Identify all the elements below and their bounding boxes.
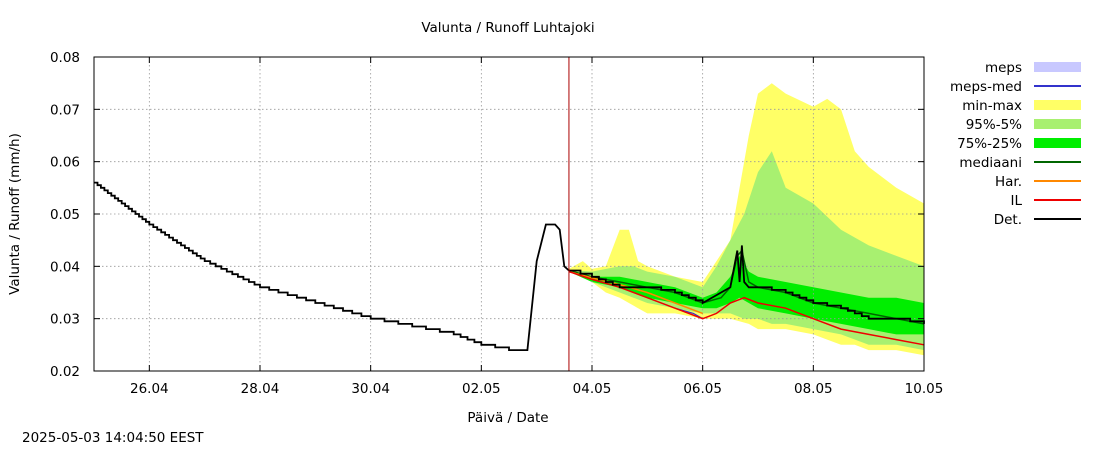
legend-label: Har. [995, 174, 1022, 190]
legend-item-det-: Det. [994, 212, 1081, 228]
series-har- [568, 270, 703, 315]
x-axis-label: Päivä / Date [467, 410, 548, 426]
x-tick-label: 06.05 [683, 381, 722, 397]
legend-swatch [1034, 119, 1081, 129]
legend-swatch [1034, 138, 1081, 148]
legend-label: 95%-5% [966, 117, 1022, 133]
x-tick-label: 30.04 [351, 381, 390, 397]
legend-label: meps [985, 60, 1022, 76]
y-tick-label: 0.05 [50, 207, 80, 223]
band-75-25- [568, 255, 924, 335]
legend-item-95-5-: 95%-5% [966, 117, 1081, 133]
legend-label: 75%-25% [957, 136, 1022, 152]
generated-timestamp: 2025-05-03 14:04:50 EEST [22, 430, 204, 446]
x-tick-label: 26.04 [130, 381, 169, 397]
legend-label: meps-med [950, 79, 1022, 95]
x-tick-label: 10.05 [905, 381, 944, 397]
chart-title: Valunta / Runoff Luhtajoki [421, 20, 594, 36]
legend-swatch [1034, 100, 1081, 110]
legend: meps meps-med min-max 95%-5% 75%-25% mediaani… [950, 60, 1081, 228]
y-tick-label: 0.06 [50, 155, 80, 171]
legend-label: IL [1010, 193, 1022, 209]
y-axis-label: Valunta / Runoff (mm/h) [7, 133, 23, 295]
x-tick-label: 02.05 [462, 381, 501, 397]
series-il [568, 270, 925, 346]
y-tick-label: 0.07 [50, 102, 80, 118]
y-tick-label: 0.02 [50, 364, 80, 380]
legend-label: min-max [962, 98, 1022, 114]
legend-swatch [1034, 62, 1081, 72]
y-tick-label: 0.03 [50, 312, 80, 328]
legend-item-il: IL [1010, 193, 1081, 209]
y-tick-label: 0.08 [50, 50, 80, 66]
plot-area [93, 56, 925, 372]
series-det- [94, 181, 925, 352]
legend-label: mediaani [959, 155, 1022, 171]
legend-item-meps-med: meps-med [950, 79, 1081, 95]
legend-item-har-: Har. [995, 174, 1081, 190]
legend-label: Det. [994, 212, 1022, 228]
legend-item-mediaani: mediaani [959, 155, 1081, 171]
axis-ticks: 0.02 0.03 0.04 0.05 0.06 0.07 0.08 26.04 28.04 30… [50, 50, 943, 397]
legend-item-meps: meps [985, 60, 1081, 76]
x-tick-label: 04.05 [573, 381, 612, 397]
x-tick-label: 08.05 [794, 381, 833, 397]
legend-item-75-25-: 75%-25% [957, 136, 1081, 152]
legend-item-min-max: min-max [962, 98, 1081, 114]
x-tick-label: 28.04 [241, 381, 280, 397]
y-tick-label: 0.04 [50, 259, 80, 275]
